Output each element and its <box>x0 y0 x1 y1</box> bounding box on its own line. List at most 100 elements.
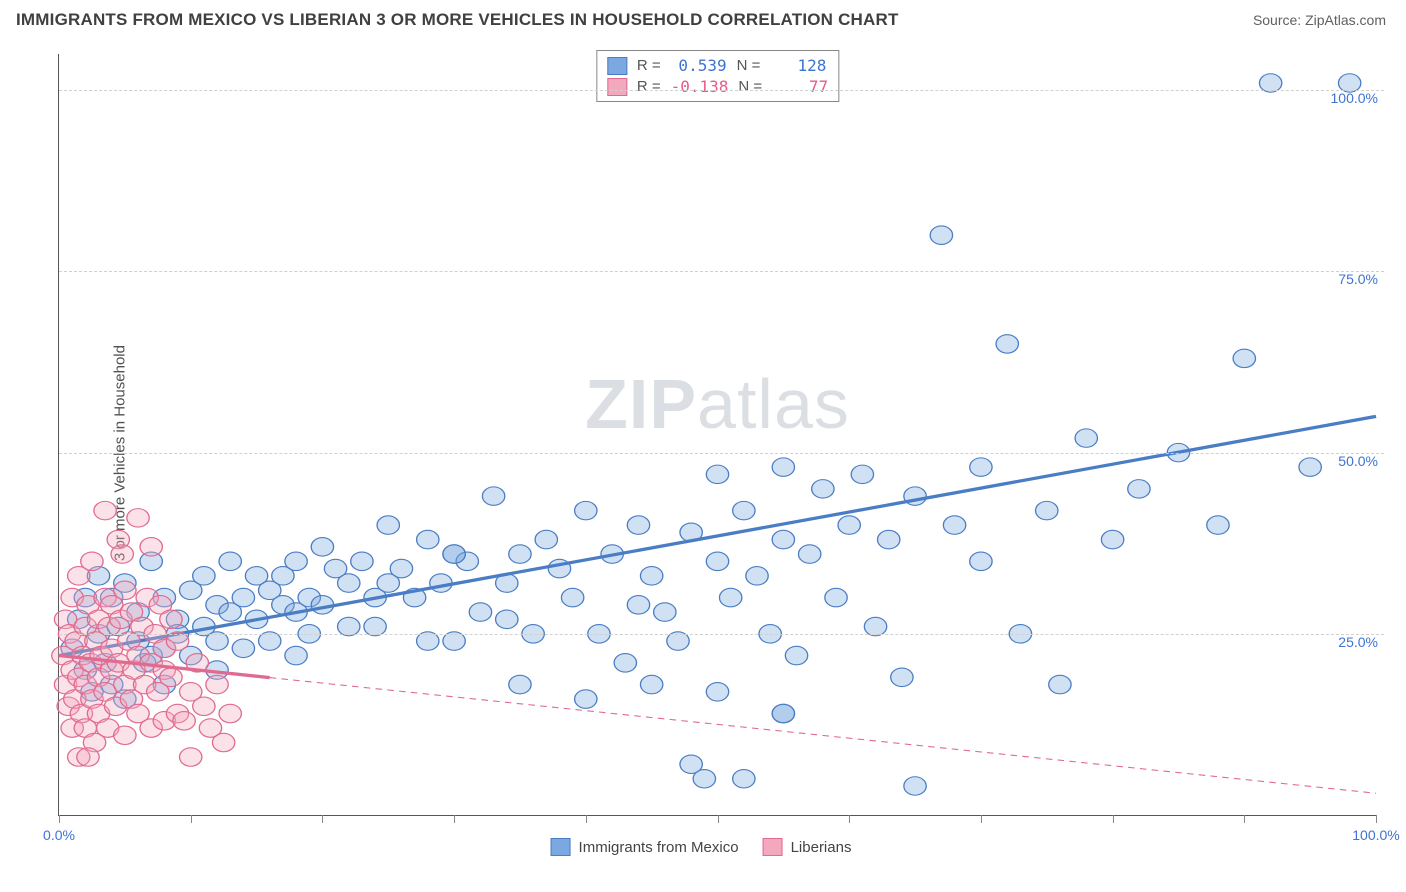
trend-line-extrapolated <box>270 678 1376 794</box>
data-point <box>772 458 794 476</box>
stats-legend: R = 0.539 N = 128 R = -0.138 N = 77 <box>596 50 839 102</box>
data-point <box>390 559 412 577</box>
data-point <box>219 552 241 570</box>
x-tick <box>322 815 323 823</box>
x-tick <box>981 815 982 823</box>
data-point <box>970 458 992 476</box>
data-point <box>193 697 215 715</box>
chart-container: 3 or more Vehicles in Household ZIPatlas… <box>16 44 1386 862</box>
stat-n-label: N = <box>738 78 762 95</box>
data-point <box>785 646 807 664</box>
data-point <box>127 509 149 527</box>
stat-r-value: 0.539 <box>671 56 727 75</box>
data-point <box>114 726 136 744</box>
data-point <box>1049 675 1071 693</box>
data-point <box>94 501 116 519</box>
data-point <box>772 530 794 548</box>
x-tick <box>586 815 587 823</box>
stat-r-value: -0.138 <box>671 77 729 96</box>
stat-n-label: N = <box>737 57 761 74</box>
stat-n-value: 128 <box>770 56 826 75</box>
data-point <box>772 704 794 722</box>
x-tick <box>849 815 850 823</box>
data-point <box>77 748 99 766</box>
legend-item: Liberians <box>763 838 852 856</box>
data-point <box>575 690 597 708</box>
data-point <box>812 480 834 498</box>
data-point <box>430 574 452 592</box>
stat-r-label: R = <box>637 57 661 74</box>
y-tick-label: 50.0% <box>1338 437 1378 469</box>
gridline <box>59 90 1384 91</box>
data-point <box>706 683 728 701</box>
data-point <box>746 567 768 585</box>
stats-row: R = -0.138 N = 77 <box>607 76 828 97</box>
legend-label: Liberians <box>791 839 852 856</box>
data-point <box>377 516 399 534</box>
gridline <box>59 634 1384 635</box>
data-point <box>1128 480 1150 498</box>
data-point <box>996 335 1018 353</box>
series-swatch <box>763 838 783 856</box>
stat-n-value: 77 <box>772 77 828 96</box>
data-point <box>654 603 676 621</box>
data-point <box>798 545 820 563</box>
data-point <box>640 675 662 693</box>
data-point <box>140 538 162 556</box>
data-point <box>496 610 518 628</box>
data-point <box>285 552 307 570</box>
data-point <box>719 588 741 606</box>
x-tick <box>59 815 60 823</box>
legend-label: Immigrants from Mexico <box>579 839 739 856</box>
data-point <box>575 501 597 519</box>
source-link[interactable]: ZipAtlas.com <box>1305 12 1386 28</box>
scatter-svg <box>59 54 1376 815</box>
x-tick <box>454 815 455 823</box>
x-tick <box>1376 815 1377 823</box>
data-point <box>930 226 952 244</box>
bottom-legend: Immigrants from Mexico Liberians <box>551 838 852 856</box>
data-point <box>614 654 636 672</box>
data-point <box>443 545 465 563</box>
stats-row: R = 0.539 N = 128 <box>607 55 828 76</box>
data-point <box>193 567 215 585</box>
data-point <box>680 755 702 773</box>
gridline <box>59 453 1384 454</box>
data-point <box>114 581 136 599</box>
data-point <box>111 545 133 563</box>
data-point <box>219 704 241 722</box>
series-swatch <box>607 78 627 96</box>
data-point <box>838 516 860 534</box>
data-point <box>640 567 662 585</box>
data-point <box>285 646 307 664</box>
data-point <box>469 603 491 621</box>
stat-r-label: R = <box>637 78 661 95</box>
data-point <box>970 552 992 570</box>
series-swatch <box>607 57 627 75</box>
data-point <box>627 596 649 614</box>
data-point <box>232 639 254 657</box>
plot-area: ZIPatlas R =0.539N =128R =-0.138N =77 25… <box>58 54 1376 816</box>
data-point <box>81 552 103 570</box>
y-tick-label: 25.0% <box>1338 618 1378 650</box>
y-tick-label: 75.0% <box>1338 255 1378 287</box>
data-point <box>173 712 195 730</box>
data-point <box>1101 530 1123 548</box>
data-point <box>733 770 755 788</box>
source-label: Source: ZipAtlas.com <box>1253 12 1386 28</box>
data-point <box>706 552 728 570</box>
data-point <box>706 465 728 483</box>
data-point <box>733 501 755 519</box>
data-point <box>417 530 439 548</box>
data-point <box>338 574 360 592</box>
data-point <box>535 530 557 548</box>
data-point <box>212 733 234 751</box>
gridline <box>59 271 1384 272</box>
data-point <box>1207 516 1229 534</box>
x-tick-label: 100.0% <box>1352 827 1399 843</box>
data-point <box>482 487 504 505</box>
data-point <box>627 516 649 534</box>
data-point <box>1299 458 1321 476</box>
data-point <box>904 777 926 795</box>
y-tick-label: 100.0% <box>1331 74 1378 106</box>
